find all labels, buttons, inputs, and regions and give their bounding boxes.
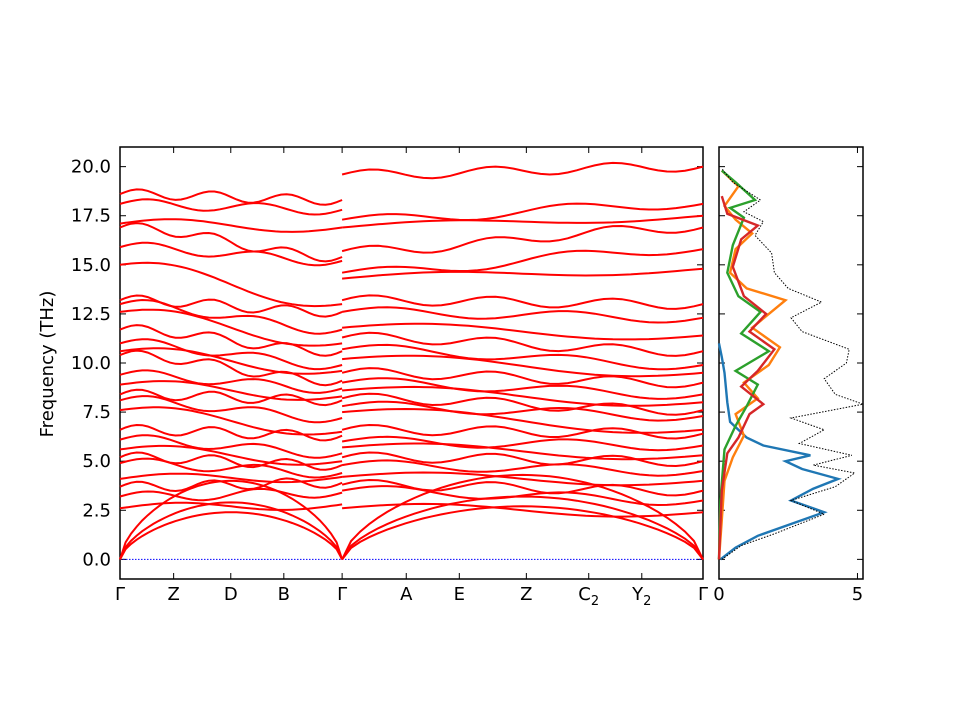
dos-frame — [718, 146, 864, 580]
band-line — [119, 308, 343, 347]
y-axis-title: Frequency (THz) — [37, 291, 58, 438]
dos-x-tick-label: 0 — [713, 584, 724, 605]
band-line — [119, 479, 344, 560]
band-line — [341, 306, 704, 324]
dos-total-line — [721, 168, 865, 560]
band-line — [119, 380, 343, 401]
y-tick-label: 7.5 — [82, 402, 111, 423]
band-line — [119, 472, 343, 484]
x-tick-label: B — [278, 584, 290, 605]
band-line — [119, 423, 343, 442]
x-tick-label: E — [454, 584, 465, 605]
band-line — [341, 202, 704, 222]
band-line — [119, 369, 343, 394]
band-line — [342, 502, 704, 518]
y-tick-label: 2.5 — [82, 500, 111, 521]
band-line — [119, 188, 343, 206]
band-line — [342, 471, 704, 487]
band-line — [342, 214, 704, 229]
dos-partial-line — [717, 169, 788, 560]
band-line — [341, 392, 704, 416]
x-tick-label: Γ — [337, 584, 347, 605]
band-line — [341, 478, 704, 497]
band-line — [119, 222, 343, 263]
band-line — [119, 347, 343, 375]
band-line — [341, 161, 704, 180]
band-structure-plot: 0.0 2.5 5.0 7.5 10.0 12.5 15.0 17.5 20.0 Γ Z D B Γ A E Z… — [71, 146, 708, 609]
band-line — [119, 457, 343, 479]
y-tick-label: 5.0 — [82, 451, 111, 472]
x-tick-label: Γ — [698, 584, 708, 605]
band-line — [119, 338, 343, 371]
band-line — [119, 349, 343, 387]
band-line — [119, 218, 343, 233]
x-tick-label: Z — [167, 584, 179, 605]
dos-x-tick-label: 5 — [852, 584, 863, 605]
band-line — [119, 241, 343, 267]
band-line — [342, 322, 704, 341]
dos-partial-line — [717, 169, 772, 560]
band-line — [119, 511, 343, 560]
band-line — [119, 501, 343, 511]
band-line — [342, 442, 704, 461]
band-line — [342, 385, 704, 407]
y-tick-label: 10.0 — [71, 353, 111, 374]
band-line — [119, 198, 343, 216]
band-line — [342, 267, 704, 280]
band-line — [341, 343, 704, 371]
band-line — [341, 459, 704, 477]
band-line — [119, 324, 343, 357]
y-tick-label: 15.0 — [71, 255, 111, 276]
y-tick-label: 12.5 — [71, 304, 111, 325]
band-line — [341, 294, 704, 310]
band-line — [119, 477, 343, 493]
band-line — [119, 395, 343, 424]
band-line — [119, 487, 343, 502]
band-line — [342, 407, 704, 434]
band-line — [341, 485, 704, 507]
band-line — [119, 406, 343, 436]
band-line — [119, 434, 343, 459]
band-line — [341, 435, 704, 452]
x-tick-label: C2 — [578, 584, 599, 609]
band-line — [119, 501, 344, 560]
x-tick-label: Z — [520, 584, 532, 605]
x-tick-label: D — [224, 584, 238, 605]
band-line — [341, 367, 704, 389]
band-line — [341, 400, 704, 422]
band-line — [341, 248, 704, 274]
band-line — [341, 377, 704, 400]
band-line — [119, 261, 343, 308]
x-tick-label: Y2 — [631, 584, 651, 609]
y-tick-label: 17.5 — [71, 206, 111, 227]
x-tick-label: A — [400, 584, 413, 605]
band-line — [342, 354, 704, 378]
y-tick-label: 0.0 — [82, 549, 111, 570]
dos-partial-line — [717, 343, 842, 561]
x-tick-label: Γ — [115, 584, 125, 605]
band-line — [341, 224, 704, 254]
band-line — [341, 331, 704, 357]
band-line — [341, 505, 704, 561]
dos-partial-line — [717, 195, 777, 560]
y-tick-label: 20.0 — [71, 157, 111, 178]
band-line — [341, 451, 704, 468]
band-line — [119, 444, 343, 466]
band-line — [119, 294, 343, 318]
